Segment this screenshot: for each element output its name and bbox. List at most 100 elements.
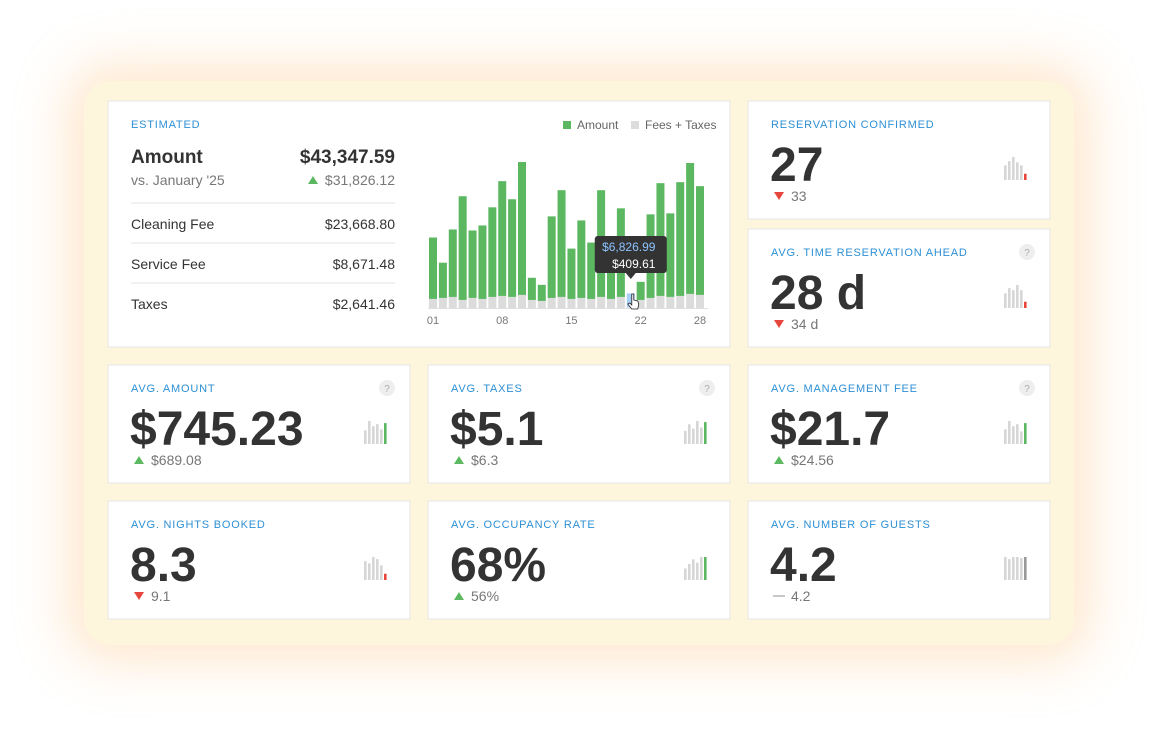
card-label: AVG. NIGHTS BOOKED <box>131 519 266 531</box>
card <box>427 500 731 620</box>
sparkline-bar <box>368 421 371 444</box>
bar-segment <box>666 213 675 297</box>
bar-segment <box>429 237 437 299</box>
trend-up-icon <box>308 176 318 184</box>
sparkline-bar <box>376 559 379 580</box>
tooltip-amount: $6,826.99 <box>602 240 656 254</box>
sparkline-bar <box>692 428 695 444</box>
bar-segment <box>547 216 556 298</box>
sparkline-bar <box>1016 162 1019 180</box>
bar-segment <box>478 298 487 308</box>
help-icon-text: ? <box>384 384 390 395</box>
bar-segment <box>438 297 447 308</box>
bar-segment <box>508 199 517 297</box>
sparkline-bar <box>364 430 367 444</box>
bar-segment <box>646 297 655 308</box>
card <box>747 228 1051 348</box>
bar-segment <box>676 182 685 296</box>
x-tick-label: 15 <box>565 315 577 327</box>
card-label: AVG. AMOUNT <box>131 383 215 395</box>
help-icon-text: ? <box>704 384 710 395</box>
help-icon <box>1019 380 1035 396</box>
card-label: RESERVATION CONFIRMED <box>771 119 934 131</box>
trend-down-icon <box>774 320 784 328</box>
sparkline-bar <box>1024 173 1027 180</box>
sparkline-bar <box>688 424 691 444</box>
bar-segment <box>567 248 576 299</box>
sparkline-bar <box>1004 293 1007 308</box>
bar-segment <box>597 296 606 308</box>
legend-label: Fees + Taxes <box>645 118 716 132</box>
bar-segment <box>656 295 665 308</box>
card-value: $5.1 <box>450 403 543 456</box>
amount-previous: $31,826.12 <box>325 172 395 188</box>
card-label: ESTIMATED <box>131 119 200 131</box>
bar-segment <box>448 296 457 308</box>
card-delta: $24.56 <box>791 452 834 468</box>
bar-segment <box>488 296 497 308</box>
card-value: 28 d <box>770 267 866 320</box>
sparkline-bar <box>704 422 707 444</box>
legend-label: Amount <box>577 118 619 132</box>
sparkline-bar <box>1008 421 1011 444</box>
sparkline-bar <box>1012 557 1015 580</box>
help-icon <box>379 380 395 396</box>
card-value: 27 <box>770 139 823 192</box>
bar-segment <box>676 295 685 308</box>
sparkline-bar <box>696 421 699 444</box>
card-value: $745.23 <box>130 403 304 456</box>
bar-segment <box>518 294 526 308</box>
bar-segment <box>508 296 517 308</box>
bar-segment <box>577 297 586 308</box>
cursor-icon <box>627 293 640 310</box>
card <box>747 500 1051 620</box>
row-label: Cleaning Fee <box>131 216 214 232</box>
card-label: AVG. MANAGEMENT FEE <box>771 383 918 395</box>
bar-segment <box>468 297 477 308</box>
bar-segment <box>429 298 437 308</box>
sparkline-bar <box>1004 557 1007 580</box>
bar-segment <box>567 298 576 308</box>
sparkline-bar <box>1020 165 1023 180</box>
bar-segment <box>557 190 566 297</box>
sparkline-bar <box>1024 301 1027 308</box>
bar-segment <box>468 230 477 298</box>
bar-segment <box>527 277 536 300</box>
bar-segment <box>438 262 447 298</box>
trend-down-icon <box>134 592 144 600</box>
sparkline-bar <box>1008 161 1011 180</box>
sparkline-bar <box>1004 165 1007 180</box>
bar-segment <box>587 298 596 308</box>
card-delta: 34 d <box>791 316 818 332</box>
row-value: $8,671.48 <box>333 256 395 272</box>
card <box>107 364 411 484</box>
card-delta: $689.08 <box>151 452 202 468</box>
legend-swatch <box>563 121 571 129</box>
card-label: AVG. TIME RESERVATION AHEAD <box>771 247 968 259</box>
bar-segment <box>686 293 695 308</box>
card-label: AVG. TAXES <box>451 383 523 395</box>
bar-segment <box>518 162 526 295</box>
bar-segment <box>488 207 497 297</box>
sparkline-bar <box>684 430 687 444</box>
row-value: $23,668.80 <box>325 216 395 232</box>
sparkline-bar <box>1020 431 1023 444</box>
bar-segment <box>458 196 467 300</box>
x-tick-label: 22 <box>635 315 647 327</box>
card <box>747 364 1051 484</box>
sparkline-bar <box>380 429 383 444</box>
card-value: 4.2 <box>770 539 837 592</box>
row-value: $2,641.46 <box>333 296 395 312</box>
card <box>747 100 1051 220</box>
sparkline-bar <box>1008 288 1011 308</box>
card <box>427 364 731 484</box>
card-value: $21.7 <box>770 403 890 456</box>
amount-title: Amount <box>131 147 203 168</box>
help-icon <box>1019 244 1035 260</box>
bar-segment <box>616 296 625 308</box>
sparkline-bar <box>1012 290 1015 308</box>
sparkline-bar <box>1024 423 1027 444</box>
card-value: 68% <box>450 539 546 592</box>
sparkline-bar <box>696 562 699 580</box>
trend-up-icon <box>454 592 464 600</box>
